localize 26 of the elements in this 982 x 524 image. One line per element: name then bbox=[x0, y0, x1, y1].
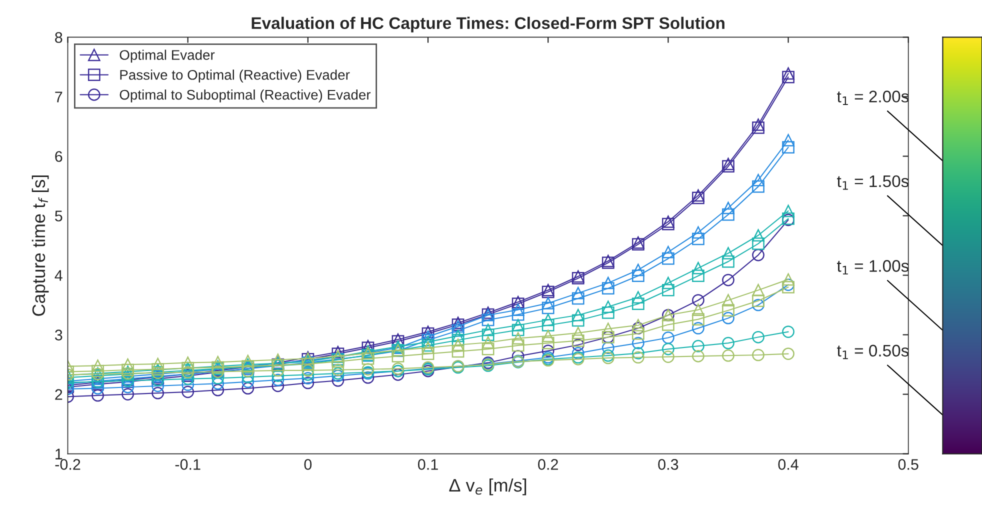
legend-label: Optimal to Suboptimal (Reactive) Evader bbox=[120, 89, 371, 102]
x-tick-label: 0.1 bbox=[418, 459, 438, 470]
x-tick-label: 0.3 bbox=[658, 459, 678, 470]
annotation: t$_{1}$ = 0.50s bbox=[837, 344, 909, 360]
chart-title: Evaluation of HC Capture Times: Closed-Form SPT Solution bbox=[252, 16, 724, 32]
annotation: t$_{1}$ = 2.00s bbox=[837, 90, 909, 106]
y-tick-label: 4 bbox=[54, 270, 62, 281]
y-axis-title: Capture time t$_{f}$ [s] bbox=[32, 176, 49, 316]
annotation: t$_{1}$ = 1.50s bbox=[837, 175, 909, 190]
x-tick-label: 0.2 bbox=[538, 459, 558, 470]
legend-label: Passive to Optimal (Reactive) Evader bbox=[120, 70, 350, 83]
y-tick-label: 6 bbox=[55, 151, 62, 162]
y-tick-label: 5 bbox=[55, 210, 62, 222]
annotation: t$_{1}$ = 1.00s bbox=[837, 260, 909, 274]
y-tick-label: 1 bbox=[56, 448, 62, 460]
x-axis-title: Δ v$_{e}$ [m/s] bbox=[449, 478, 526, 496]
x-tick-label: -0.1 bbox=[175, 459, 200, 470]
y-tick-label: 8 bbox=[55, 32, 62, 43]
y-tick-label: 7 bbox=[55, 92, 62, 102]
x-tick-label: 0 bbox=[304, 459, 312, 470]
y-tick-label: 2 bbox=[55, 389, 62, 400]
x-tick-label: 0.5 bbox=[898, 459, 918, 470]
legend-label: Optimal Evader bbox=[120, 50, 215, 63]
x-tick-label: 0.4 bbox=[778, 459, 798, 470]
x-tick-label: -0.2 bbox=[55, 459, 80, 470]
y-tick-label: 3 bbox=[54, 330, 62, 340]
